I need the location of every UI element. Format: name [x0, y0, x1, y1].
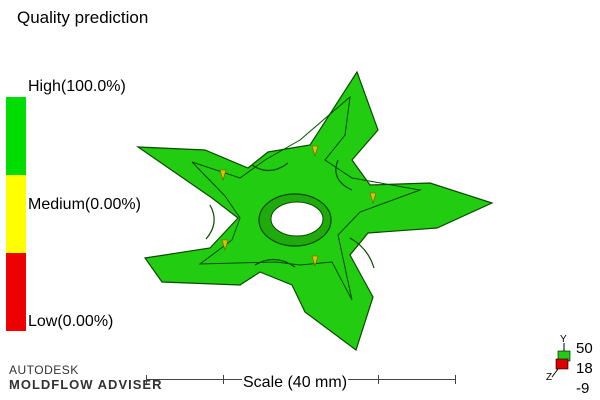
scale-label: Scale (40 mm)	[242, 374, 349, 392]
axis-z-label: Z	[546, 372, 552, 381]
axis-y-label: Y	[560, 334, 567, 345]
scale-tick	[223, 375, 224, 384]
scale-tick	[455, 375, 456, 384]
legend-high-swatch	[6, 97, 26, 175]
legend-low-label: Low(0.00%)	[28, 313, 114, 330]
orientation-triad-icon: Y Z	[546, 334, 571, 381]
gate-marker-icon[interactable]	[221, 239, 229, 252]
scale-tick	[146, 375, 147, 384]
gate-marker-icon[interactable]	[369, 192, 377, 205]
autodesk-moldflow-logo: AUTODESK MOLDFLOW ADVISER	[9, 363, 163, 392]
center-hole-inner	[270, 201, 324, 237]
gate-marker-icon[interactable]	[219, 169, 227, 182]
rotation-x-value: 50	[576, 340, 593, 357]
rotation-z-value: -9	[576, 380, 590, 397]
legend-medium-swatch	[6, 175, 26, 253]
gate-marker-icon[interactable]	[311, 255, 319, 268]
legend-medium-label: Medium(0.00%)	[28, 196, 141, 213]
rotation-y-value: 18	[576, 360, 593, 377]
star-notch	[335, 159, 353, 191]
star-notch	[349, 237, 375, 269]
gate-marker-icon[interactable]	[311, 145, 319, 158]
part-model-viewport[interactable]	[130, 65, 500, 360]
star-notch	[251, 162, 289, 172]
legend-low-swatch	[6, 253, 26, 331]
legend-high-label: High(100.0%)	[28, 78, 126, 95]
result-title: Quality prediction	[17, 8, 149, 27]
scale-tick	[378, 375, 379, 384]
star-notch	[205, 204, 215, 240]
star-notch	[254, 258, 296, 268]
